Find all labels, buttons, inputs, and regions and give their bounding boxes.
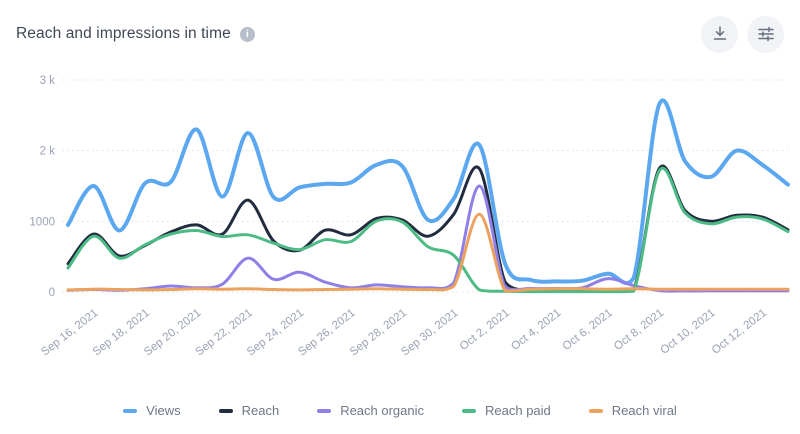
legend-item-reach-organic[interactable]: Reach organic — [317, 403, 424, 418]
series-line-reach-paid[interactable] — [66, 166, 790, 294]
legend-item-reach[interactable]: Reach — [218, 403, 280, 418]
download-icon — [713, 26, 726, 40]
series-line-views[interactable] — [66, 98, 790, 286]
toolbar — [701, 15, 784, 53]
y-axis-label: 0 — [49, 287, 55, 299]
x-axis-label: Oct 2, 2021 — [458, 307, 512, 353]
legend-item-views[interactable]: Views — [123, 403, 181, 418]
sliders-icon — [757, 26, 774, 42]
x-axis-label: Oct 4, 2021 — [509, 307, 563, 353]
legend-label: Reach paid — [485, 403, 551, 418]
download-button[interactable] — [701, 15, 738, 53]
y-axis-label: 3 k — [40, 75, 56, 87]
legend-marker-reach-viral — [588, 408, 603, 413]
chart-settings-button[interactable] — [747, 15, 784, 53]
legend-marker-reach-organic — [317, 408, 332, 413]
y-axis-label: 2 k — [40, 146, 56, 158]
legend-marker-reach-paid — [462, 408, 477, 413]
series-line-reach-viral[interactable] — [66, 212, 790, 293]
legend-marker-reach — [218, 408, 233, 413]
legend-item-reach-paid[interactable]: Reach paid — [462, 403, 551, 418]
info-icon[interactable]: i — [239, 26, 255, 42]
card-header: Reach and impressions in time i — [0, 0, 800, 54]
legend-label: Reach organic — [340, 403, 425, 418]
legend-label: Reach — [241, 403, 280, 418]
x-axis-label: Oct 12, 2021 — [710, 307, 769, 357]
chart-legend: Views Reach Reach organic Reach paid Rea… — [0, 403, 800, 418]
legend-marker-views — [123, 408, 138, 413]
legend-label: Reach viral — [611, 403, 677, 418]
x-axis-label: Oct 10, 2021 — [658, 307, 717, 357]
chart-title: Reach and impressions in time — [16, 25, 231, 42]
legend-item-reach-viral[interactable]: Reach viral — [588, 403, 677, 418]
x-axis-label: Oct 6, 2021 — [561, 307, 615, 353]
y-axis-label: 1000 — [29, 216, 55, 228]
x-axis-label: Sep 30, 2021 — [399, 307, 460, 359]
legend-label: Views — [146, 403, 181, 418]
x-axis-label: Oct 8, 2021 — [612, 307, 666, 353]
series-line-reach[interactable] — [66, 164, 790, 293]
